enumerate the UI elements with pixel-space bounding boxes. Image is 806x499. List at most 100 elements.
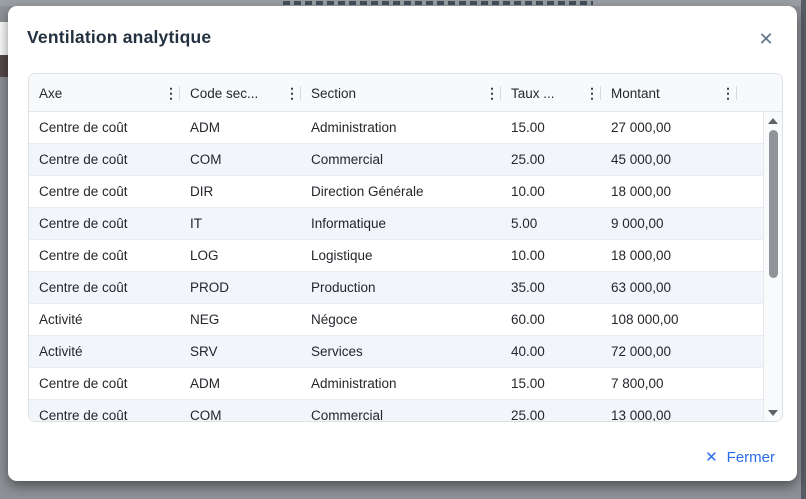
cell-montant: 18 000,00	[611, 184, 672, 199]
column-menu-icon[interactable]: ⋮	[585, 85, 599, 101]
vertical-scrollbar[interactable]	[763, 112, 782, 421]
cell-taux: 60.00	[511, 312, 545, 327]
cell-filler	[737, 176, 763, 207]
column-header-label: Axe	[39, 85, 63, 101]
table-row[interactable]: Centre de coût ADM Administration 15.00 …	[29, 112, 763, 144]
ventilation-analytique-dialog: Ventilation analytique ✕ Axe ⋮ Code sec.…	[8, 6, 797, 481]
column-menu-icon[interactable]: ⋮	[164, 85, 178, 101]
column-header-filler	[737, 74, 782, 112]
table-row[interactable]: Centre de coût DIR Direction Générale 10…	[29, 176, 763, 208]
cell-axe: Centre de coût	[39, 120, 128, 135]
table-row[interactable]: Centre de coût PROD Production 35.00 63 …	[29, 272, 763, 304]
cell-axe: Centre de coût	[39, 248, 128, 263]
cell-filler	[737, 336, 763, 367]
background-text-fragment	[283, 1, 593, 5]
table-row[interactable]: Centre de coût COM Commercial 25.00 45 0…	[29, 144, 763, 176]
table-row[interactable]: Centre de coût ADM Administration 15.00 …	[29, 368, 763, 400]
table-row[interactable]: Activité SRV Services 40.00 72 000,00	[29, 336, 763, 368]
column-divider	[736, 86, 737, 100]
cell-taux: 40.00	[511, 344, 545, 359]
cell-montant: 18 000,00	[611, 248, 672, 263]
cell-section: Direction Générale	[311, 184, 424, 199]
table-row[interactable]: Centre de coût COM Commercial 25.00 13 0…	[29, 400, 763, 422]
cell-montant: 9 000,00	[611, 216, 664, 231]
column-header[interactable]: Axe ⋮	[29, 74, 180, 112]
cell-section: Services	[311, 344, 363, 359]
cell-taux: 10.00	[511, 184, 545, 199]
cell-filler	[737, 272, 763, 303]
cell-filler	[737, 240, 763, 271]
cell-axe: Centre de coût	[39, 216, 128, 231]
cell-section: Négoce	[311, 312, 358, 327]
cell-filler	[737, 304, 763, 335]
cell-section: Commercial	[311, 152, 384, 167]
column-header-label: Montant	[611, 85, 660, 101]
fermer-button[interactable]: ✕ Fermer	[705, 449, 775, 466]
cell-filler	[737, 400, 763, 421]
column-menu-icon[interactable]: ⋮	[285, 85, 299, 101]
cell-montant: 7 800,00	[611, 376, 664, 391]
scroll-up-icon[interactable]	[768, 118, 778, 124]
cell-montant: 72 000,00	[611, 344, 672, 359]
table-body-viewport: Centre de coût ADM Administration 15.00 …	[29, 112, 782, 422]
cell-axe: Centre de coût	[39, 184, 128, 199]
cell-section: Informatique	[311, 216, 387, 231]
cell-montant: 13 000,00	[611, 408, 672, 422]
cell-section: Administration	[311, 376, 397, 391]
column-divider	[300, 86, 301, 100]
column-divider	[500, 86, 501, 100]
cell-code-section: COM	[190, 408, 222, 422]
column-header-label: Taux ...	[511, 85, 555, 101]
cell-code-section: SRV	[190, 344, 218, 359]
cell-section: Administration	[311, 120, 397, 135]
cell-section: Production	[311, 280, 376, 295]
table-row[interactable]: Centre de coût IT Informatique 5.00 9 00…	[29, 208, 763, 240]
column-menu-icon[interactable]: ⋮	[721, 85, 735, 101]
cell-code-section: ADM	[190, 120, 220, 135]
cell-filler	[737, 112, 763, 143]
cell-filler	[737, 368, 763, 399]
dialog-title: Ventilation analytique	[27, 27, 212, 47]
cell-axe: Activité	[39, 344, 83, 359]
fermer-label: Fermer	[726, 449, 775, 466]
scrollbar-thumb[interactable]	[769, 130, 778, 278]
ventilation-table: Axe ⋮ Code sec... ⋮ Section ⋮ Taux ... ⋮…	[28, 73, 783, 422]
cell-code-section: COM	[190, 152, 222, 167]
cell-code-section: LOG	[190, 248, 219, 263]
table-header-row: Axe ⋮ Code sec... ⋮ Section ⋮ Taux ... ⋮…	[29, 74, 782, 112]
cell-section: Commercial	[311, 408, 384, 422]
column-divider	[179, 86, 180, 100]
cell-montant: 108 000,00	[611, 312, 679, 327]
cell-taux: 15.00	[511, 376, 545, 391]
cell-montant: 63 000,00	[611, 280, 672, 295]
scroll-down-icon[interactable]	[768, 410, 778, 416]
cell-code-section: ADM	[190, 376, 220, 391]
cell-code-section: DIR	[190, 184, 214, 199]
cell-taux: 15.00	[511, 120, 545, 135]
cell-axe: Centre de coût	[39, 280, 128, 295]
cell-montant: 45 000,00	[611, 152, 672, 167]
table-row[interactable]: Centre de coût LOG Logistique 10.00 18 0…	[29, 240, 763, 272]
cell-taux: 10.00	[511, 248, 545, 263]
column-header[interactable]: Code sec... ⋮	[180, 74, 301, 112]
cell-axe: Centre de coût	[39, 152, 128, 167]
cell-code-section: NEG	[190, 312, 220, 327]
close-icon[interactable]: ✕	[758, 29, 774, 49]
cell-code-section: PROD	[190, 280, 230, 295]
background-left-dark-fragment	[0, 55, 8, 77]
cell-filler	[737, 144, 763, 175]
cell-taux: 25.00	[511, 408, 545, 422]
cell-taux: 5.00	[511, 216, 538, 231]
background-left-fragment	[0, 22, 8, 55]
column-menu-icon[interactable]: ⋮	[485, 85, 499, 101]
column-header[interactable]: Montant ⋮	[601, 74, 737, 112]
column-header[interactable]: Taux ... ⋮	[501, 74, 601, 112]
column-divider	[600, 86, 601, 100]
cell-filler	[737, 208, 763, 239]
cell-code-section: IT	[190, 216, 202, 231]
cell-taux: 25.00	[511, 152, 545, 167]
column-header-label: Section	[311, 85, 357, 101]
column-header-label: Code sec...	[190, 85, 259, 101]
column-header[interactable]: Section ⋮	[301, 74, 501, 112]
table-row[interactable]: Activité NEG Négoce 60.00 108 000,00	[29, 304, 763, 336]
